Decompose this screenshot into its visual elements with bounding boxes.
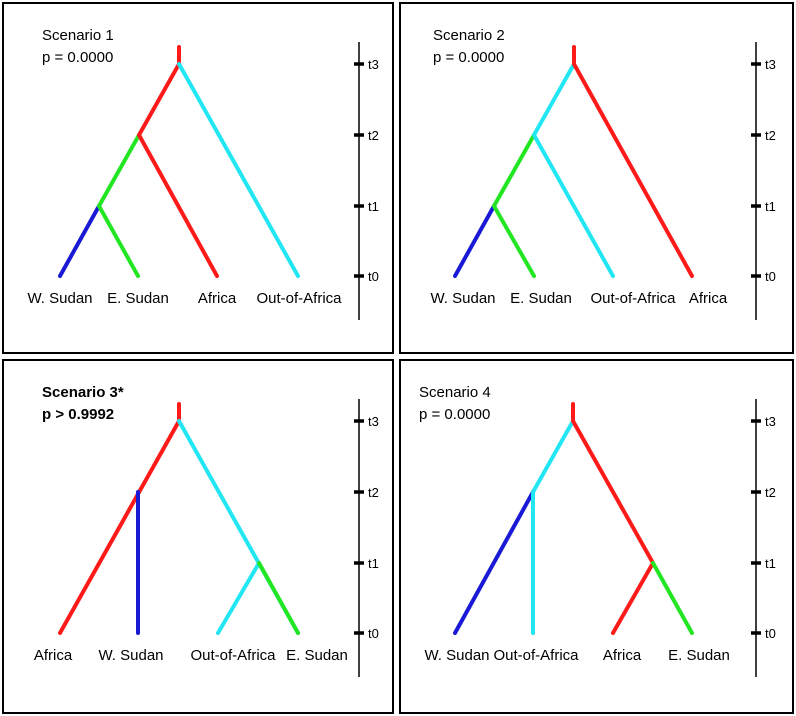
time-tick-label: t2 [765,128,776,143]
scenario-title: Scenario 3* [42,384,124,401]
tree-branch [216,561,261,635]
leaf-label: E. Sudan [107,290,169,307]
leaf-label: E. Sudan [510,290,572,307]
tree-branches [453,402,694,635]
scenario-title: Scenario 1 [42,27,114,44]
leaf-label: W. Sudan [98,647,163,664]
tree-branch [492,204,536,278]
tree-branch [137,62,181,137]
tree-branch [58,204,101,278]
leaf-label: Africa [198,290,237,307]
tree-branch [58,419,181,635]
tree-branch [572,62,694,278]
leaf-label: Out-of-Africa [256,290,342,307]
tree-branch [532,133,615,278]
tree-branch [177,62,300,278]
tree-branches [453,45,694,278]
time-axis: t0 t1 t2 t3 [354,399,379,677]
tree-branch [137,133,219,278]
scenario-title: Scenario 2 [433,27,505,44]
time-tick-label: t1 [765,199,776,214]
time-tick-label: t0 [368,269,379,284]
tree-branch [571,419,655,565]
tree-branch [611,561,655,635]
scenario-3-panel: Scenario 3* p > 0.9992 t0 t1 t2 t3 Africa W… [2,359,394,714]
tree-branch [531,419,575,494]
tree-branch [492,133,536,208]
tree-branches [58,45,300,278]
tree-branches [58,402,300,635]
tree-branch [651,561,694,635]
time-tick-label: t2 [368,485,379,500]
leaf-label: Africa [603,647,642,664]
tree-branch [97,204,140,278]
scenario-pvalue: p = 0.0000 [419,406,490,423]
time-tick-label: t3 [765,414,776,429]
leaf-label: Out-of-Africa [590,290,676,307]
tree-branch [257,561,300,635]
scenario-1-panel: Scenario 1 p = 0.0000 t0 t1 t2 t3 W. Sudan … [2,2,394,354]
time-tick-label: t1 [368,199,379,214]
tree-branch [532,62,576,137]
time-axis: t0 t1 t2 t3 [751,399,776,677]
leaf-label: W. Sudan [27,290,92,307]
leaf-label: E. Sudan [286,647,348,664]
time-tick-label: t3 [368,57,379,72]
time-tick-label: t1 [368,556,379,571]
time-tick-label: t3 [765,57,776,72]
leaf-label: Out-of-Africa [493,647,579,664]
time-tick-label: t1 [765,556,776,571]
scenario-2-panel: Scenario 2 p = 0.0000 t0 t1 t2 t3 W. Sudan … [399,2,794,354]
time-tick-label: t3 [368,414,379,429]
leaf-label: Out-of-Africa [190,647,276,664]
time-tick-label: t2 [765,485,776,500]
time-tick-label: t0 [765,626,776,641]
leaf-label: W. Sudan [430,290,495,307]
scenario-4-panel: Scenario 4 p = 0.0000 t0 t1 t2 t3 W. Sudan … [399,359,794,714]
time-axis: t0 t1 t2 t3 [751,42,776,320]
scenario-pvalue: p > 0.9992 [42,406,114,423]
time-tick-label: t2 [368,128,379,143]
time-axis: t0 t1 t2 t3 [354,42,379,320]
scenario-pvalue: p = 0.0000 [42,49,113,66]
tree-branch [453,490,535,635]
leaf-label: E. Sudan [668,647,730,664]
leaf-label: Africa [689,290,728,307]
tree-branch [97,133,141,208]
tree-branch [453,204,496,278]
time-tick-label: t0 [368,626,379,641]
leaf-label: Africa [34,647,73,664]
time-tick-label: t0 [765,269,776,284]
leaf-label: W. Sudan [424,647,489,664]
scenario-title: Scenario 4 [419,384,491,401]
scenario-pvalue: p = 0.0000 [433,49,504,66]
scenario-3-tree: Scenario 3* p > 0.9992 t0 t1 t2 t3 Africa W… [34,384,379,677]
